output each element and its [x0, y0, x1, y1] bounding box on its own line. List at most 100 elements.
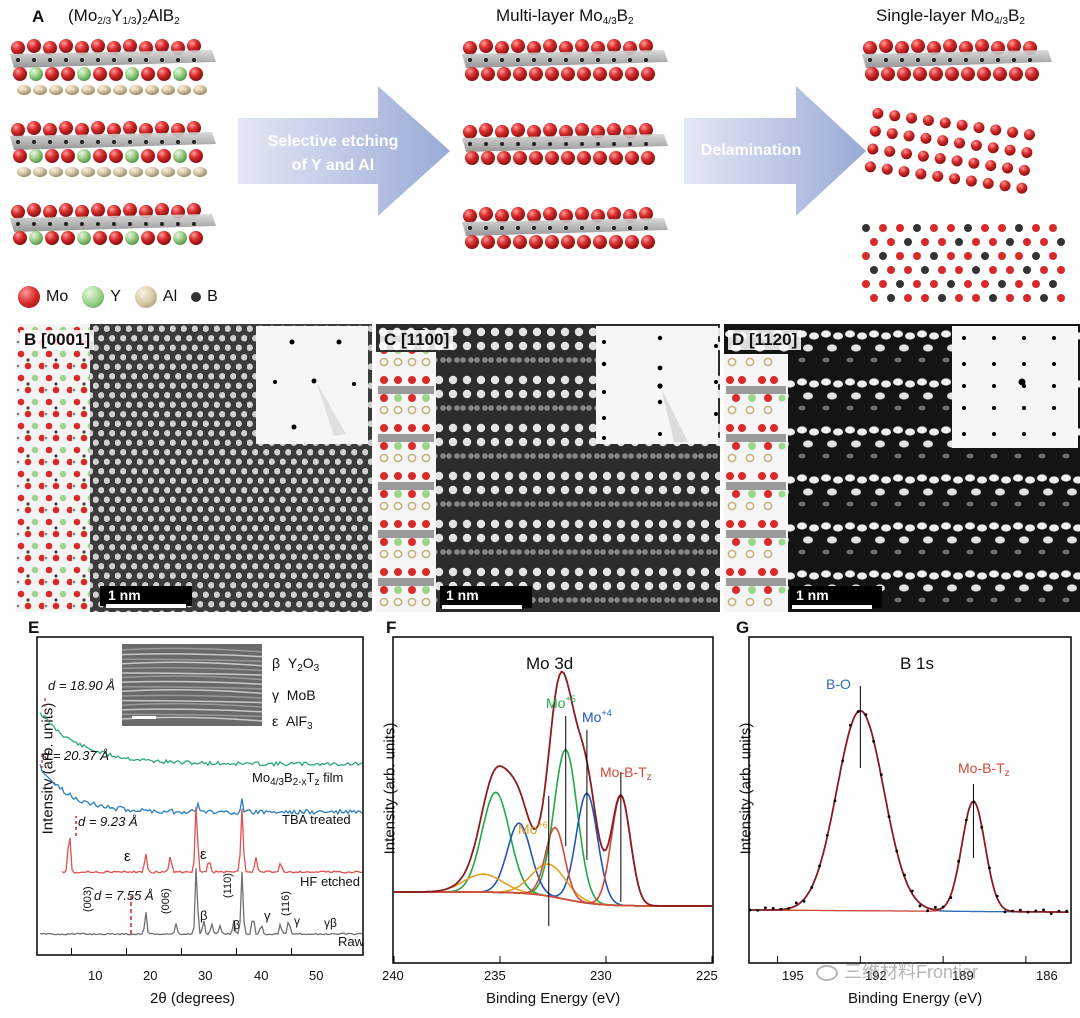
- e-peak-eps-2: ε: [200, 846, 207, 863]
- g-xtick-192: 192: [865, 968, 887, 983]
- panel-b-label: B [0001]: [20, 330, 95, 350]
- mo3d-background: [394, 891, 712, 907]
- single-layer-slab-tilted: [864, 107, 1035, 194]
- legend-mo-icon: [18, 286, 40, 308]
- panel-c-scalebar-label: 1 nm: [446, 587, 479, 603]
- phase-legend-gamma: γ MoB: [272, 687, 316, 703]
- panel-a-title-mid: Multi-layer Mo4/3B2: [496, 6, 634, 27]
- g-xtick-186: 186: [1036, 968, 1058, 983]
- single-layer-top-view: [862, 224, 1065, 302]
- panel-d: D [1120] 1 nm: [724, 324, 1080, 612]
- multilayer-slab-2: [462, 123, 668, 165]
- e-dspacing-3: d = 9.23 Å: [78, 814, 138, 829]
- arrow-etching-line2: of Y and Al: [291, 157, 375, 174]
- panel-g-xps-plot: [748, 636, 1072, 964]
- panel-a: A (Mo2/3Y1/3)2AlB2 Multi-layer Mo4/3B2 S…: [0, 0, 1080, 318]
- g-label-mobt: Mo-B-Tz: [958, 760, 1010, 779]
- panel-c: C [1100] 1 nm: [376, 324, 720, 612]
- xrd-trace-hf: [61, 807, 363, 874]
- f-label-mobt: Mo-B-Tz: [600, 764, 652, 783]
- arrow-etching-line1: Selective etching: [267, 133, 399, 150]
- panel-a-title-right: Single-layer Mo4/3B2: [876, 6, 1025, 27]
- panel-c-zone-axis: [1100]: [401, 330, 450, 349]
- precursor-slab-3: [10, 203, 216, 245]
- single-layer-slab-1: [862, 39, 1052, 81]
- e-xtick-40: 40: [254, 968, 269, 983]
- panel-g-title: B 1s: [900, 654, 935, 673]
- e-peak-eps-1: ε: [124, 848, 131, 865]
- panel-d-zone-axis: [1120]: [749, 330, 798, 349]
- mo3d-mo5-doublet-b: [394, 748, 712, 907]
- panel-a-title-left: (Mo2/3Y1/3)2AlB2: [68, 6, 180, 27]
- panel-g-xticks: 195 192 189 186: [740, 968, 1080, 988]
- f-label-mo4: Mo+4: [582, 708, 612, 725]
- crystal-structure-precursor: [10, 39, 216, 245]
- f-xtick-235: 235: [484, 968, 506, 983]
- watermark: 三维材料Frontier: [816, 958, 978, 984]
- e-peak-gamma-1: γ: [264, 908, 271, 923]
- mo3d-mo6-doublet-b: [394, 863, 712, 907]
- e-trace-label-hf: HF etched: [300, 874, 360, 889]
- e-trace-label-film: Mo4/3B2-xTz film: [252, 770, 344, 788]
- panel-d-scalebar-label: 1 nm: [796, 587, 829, 603]
- f-xtick-230: 230: [590, 968, 612, 983]
- e-xtick-50: 50: [309, 968, 324, 983]
- panel-e-xrd-plot: [36, 636, 364, 956]
- panel-e-label: E: [28, 618, 40, 637]
- atom-legend: Mo Y Al B: [18, 285, 218, 309]
- panel-e-xlabel: 2θ (degrees): [150, 990, 236, 1007]
- panel-e-phase-legend: β Y2O3 γ MoB ε AlF3: [272, 650, 319, 740]
- e-xtick-10: 10: [88, 968, 103, 983]
- panel-g-label: G: [736, 618, 750, 637]
- g-xtick-195: 195: [782, 968, 804, 983]
- g-xtick-189: 189: [952, 968, 974, 983]
- panel-b: B [0001] 1 nm: [16, 324, 372, 612]
- legend-y-icon: [82, 286, 105, 308]
- e-dspacing-2: d = 20.37 Å: [42, 748, 109, 763]
- e-peak-gamma-beta: γβ: [324, 916, 337, 930]
- legend-al-icon: [134, 286, 157, 308]
- xrd-trace-raw: [39, 868, 363, 936]
- panel-f-xticks: 240 235 230 225: [380, 968, 730, 988]
- e-peak-110: (110): [222, 873, 234, 898]
- legend-al-label: Al: [162, 288, 178, 305]
- f-label-mo5: Mo+5: [546, 694, 576, 711]
- xrd-trace-film: [39, 712, 363, 768]
- multilayer-slab-1: [462, 39, 668, 81]
- panel-a-label: A: [32, 7, 45, 26]
- panel-b-scalebar-label: 1 nm: [108, 587, 141, 603]
- crystal-structure-multilayer: [462, 39, 668, 249]
- precursor-slab-1: [10, 39, 216, 95]
- legend-mo-label: Mo: [46, 288, 69, 305]
- panel-e-xticks: 10 20 30 40 50: [0, 968, 380, 988]
- panel-b-zone-axis: [0001]: [41, 330, 91, 349]
- mo3d-mo4-doublet-a: [394, 822, 712, 907]
- panel-f-title: Mo 3d: [526, 654, 574, 673]
- e-peak-006: (006): [160, 888, 172, 914]
- xrd-trace-tba: [39, 763, 363, 816]
- panel-g-xlabel: Binding Energy (eV): [848, 990, 983, 1007]
- f-xtick-240: 240: [382, 968, 404, 983]
- e-peak-beta-1: β: [200, 908, 208, 923]
- e-xtick-20: 20: [143, 968, 158, 983]
- phase-legend-beta: β Y2O3: [272, 655, 320, 674]
- crystal-structure-single-layer: [862, 39, 1065, 302]
- panel-c-haadf-image: [376, 324, 720, 612]
- e-trace-label-raw: Raw: [338, 934, 365, 949]
- arrow-delamination-label: Delamination: [700, 142, 802, 159]
- b1s-mobt-peak: [750, 800, 1069, 913]
- wechat-icon: [816, 965, 838, 982]
- e-dspacing-1: d = 18.90 Å: [48, 678, 115, 693]
- panel-b-haadf-image: [16, 324, 372, 612]
- f-label-mo6: Mo+6: [518, 820, 548, 837]
- phase-legend-epsilon: ε AlF3: [272, 713, 313, 732]
- panel-d-haadf-image: [724, 324, 1080, 612]
- precursor-slab-2: [10, 121, 216, 177]
- panel-f-xlabel: Binding Energy (eV): [486, 990, 621, 1007]
- legend-b-icon: [191, 292, 202, 302]
- e-dspacing-4: d = 7.55 Å: [94, 888, 154, 903]
- e-peak-003: (003): [82, 886, 94, 912]
- e-trace-label-tba: TBA treated: [282, 812, 351, 827]
- legend-b-label: B: [207, 288, 218, 305]
- panel-c-label: C [1100]: [380, 330, 454, 350]
